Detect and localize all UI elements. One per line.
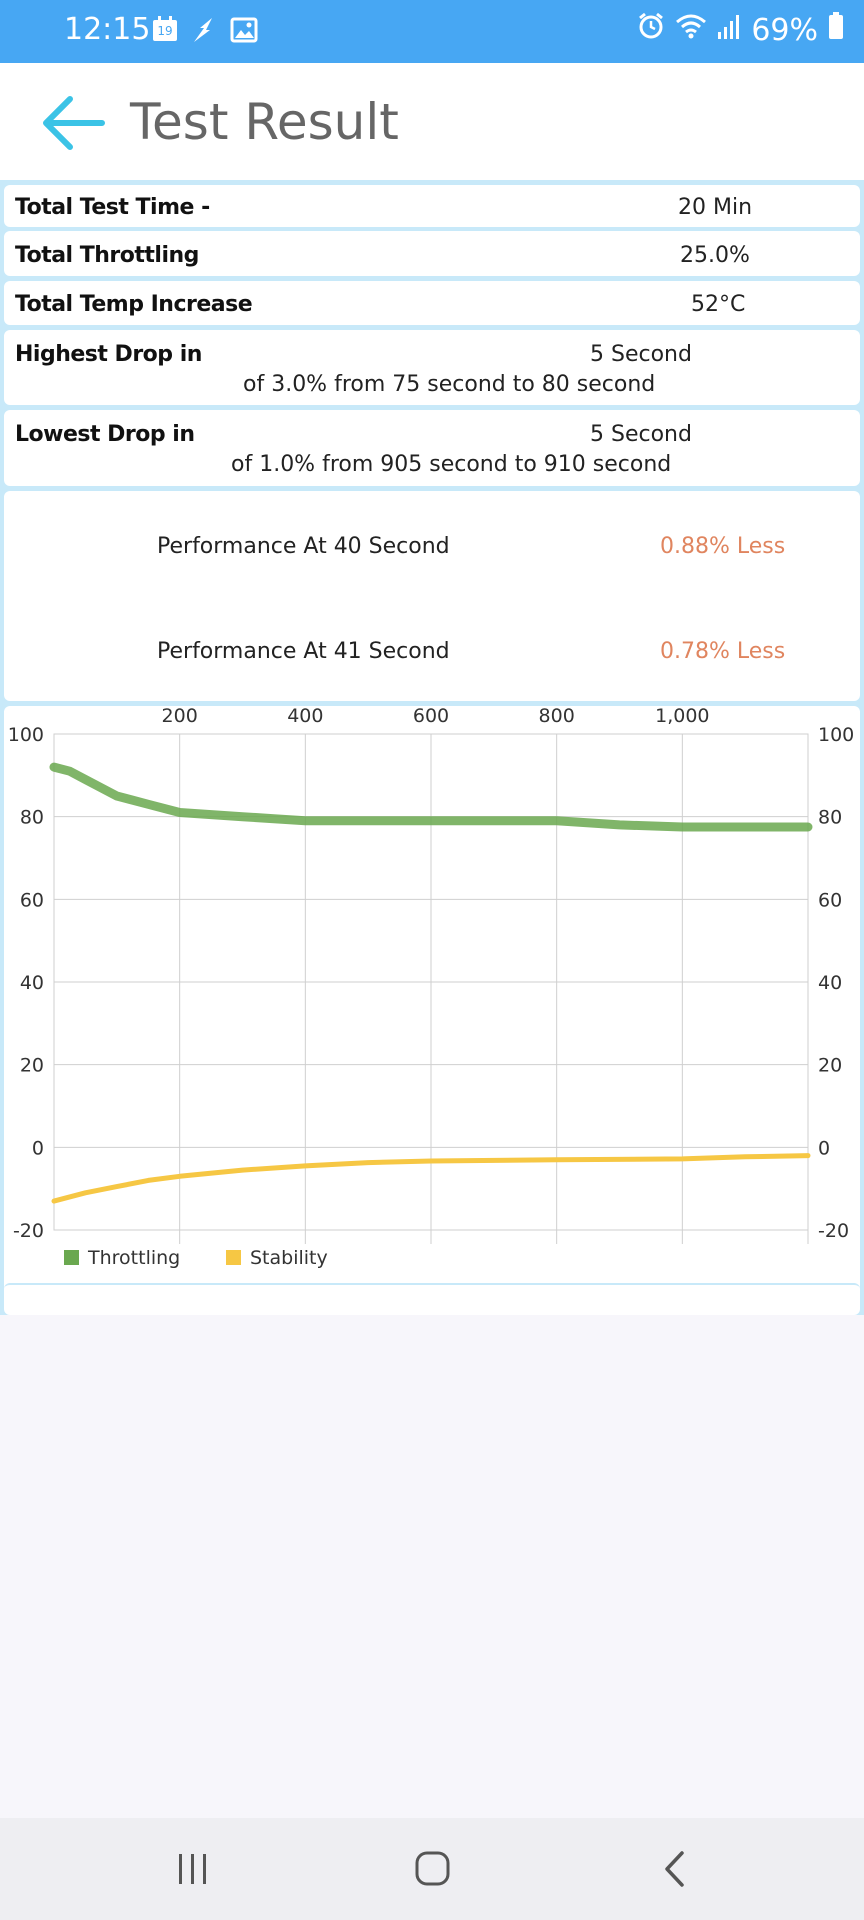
legend-swatch-throttling (64, 1250, 79, 1265)
y-tick-label-right: 20 (818, 1055, 842, 1077)
y-tick-label-left: 60 (20, 889, 44, 911)
legend-label-stability: Stability (250, 1247, 328, 1269)
home-button[interactable] (403, 1844, 463, 1894)
recent-apps-button[interactable] (163, 1844, 223, 1894)
battery-percent: 69% (751, 12, 818, 48)
lowest-drop-detail: of 1.0% from 905 second to 910 second (231, 452, 672, 477)
y-tick-label-left: 20 (20, 1055, 44, 1077)
status-time: 12:15 (64, 12, 151, 47)
performance-value: 0.78% Less (660, 639, 786, 664)
highest-drop-detail: of 3.0% from 75 second to 80 second (243, 372, 656, 397)
row-lowest-drop: Lowest Drop in 5 Second of 1.0% from 905… (4, 410, 860, 486)
legend-label-throttling: Throttling (87, 1247, 180, 1269)
performance-label: Performance At 40 Second (157, 534, 450, 559)
row-total-test-time: Total Test Time - 20 Min (4, 185, 860, 227)
total-throttling-value: 25.0% (680, 243, 750, 268)
y-tick-label-left: -20 (13, 1220, 44, 1242)
flash-icon (190, 16, 218, 49)
series-line-stability (51, 1153, 811, 1204)
performance-card: Performance At 40 Second 0.88% Less Perf… (4, 491, 860, 701)
alarm-icon (637, 12, 665, 48)
back-nav-button[interactable] (645, 1844, 705, 1894)
x-tick-label: 200 (162, 706, 198, 727)
home-icon (415, 1851, 450, 1886)
app-bar: Test Result (0, 63, 864, 180)
y-tick-label-left: 40 (20, 972, 44, 994)
status-icons-left: 19 (152, 16, 258, 49)
arrow-left-icon (43, 96, 105, 150)
calendar-day: 19 (157, 24, 173, 38)
total-test-time-value: 20 Min (678, 195, 753, 220)
signal-icon (717, 13, 741, 48)
status-bar: 12:15 19 69% (0, 0, 864, 63)
total-test-time-label: Total Test Time - (15, 195, 210, 220)
y-tick-label-right: -20 (818, 1220, 849, 1242)
row-total-throttling: Total Throttling 25.0% (4, 231, 860, 276)
row-highest-drop: Highest Drop in 5 Second of 3.0% from 75… (4, 330, 860, 405)
performance-label: Performance At 41 Second (157, 639, 450, 664)
back-button[interactable] (40, 93, 106, 153)
page-title: Test Result (130, 93, 399, 151)
y-tick-label-right: 100 (818, 724, 854, 746)
y-tick-label-right: 60 (818, 889, 842, 911)
recent-apps-icon (179, 1854, 206, 1884)
image-icon (230, 16, 258, 49)
wifi-icon (675, 12, 707, 48)
bottom-strip-card (4, 1283, 860, 1315)
chart-card: 100 100 80 80 60 60 40 40 20 20 0 0 -20 -20 200 400 600 8… (4, 706, 860, 1311)
x-tick-label: 400 (287, 706, 323, 727)
y-tick-label-right: 40 (818, 972, 842, 994)
highest-drop-value: 5 Second (590, 342, 692, 367)
y-tick-label-left: 80 (20, 807, 44, 829)
y-tick-label-right: 80 (818, 807, 842, 829)
performance-value: 0.88% Less (660, 534, 786, 559)
total-temp-increase-label: Total Temp Increase (15, 292, 253, 317)
x-tick-label: 800 (539, 706, 575, 727)
y-tick-label-right: 0 (818, 1137, 830, 1159)
legend-swatch-stability (226, 1250, 241, 1265)
total-throttling-label: Total Throttling (15, 243, 199, 268)
chevron-left-icon (665, 1851, 684, 1887)
calendar-icon: 19 (152, 16, 178, 42)
lowest-drop-label: Lowest Drop in (15, 422, 195, 447)
total-temp-increase-value: 52°C (691, 292, 746, 317)
highest-drop-label: Highest Drop in (15, 342, 202, 367)
row-total-temp-increase: Total Temp Increase 52°C (4, 281, 860, 325)
y-tick-label-left: 100 (8, 724, 44, 746)
battery-icon (828, 12, 844, 48)
lowest-drop-value: 5 Second (590, 422, 692, 447)
navigation-bar (0, 1818, 864, 1920)
series-line-throttling (49, 762, 813, 832)
x-tick-label: 1,000 (655, 706, 709, 727)
y-tick-label-left: 0 (32, 1137, 44, 1159)
status-icons-right: 69% (637, 12, 844, 48)
x-tick-label: 600 (413, 706, 449, 727)
